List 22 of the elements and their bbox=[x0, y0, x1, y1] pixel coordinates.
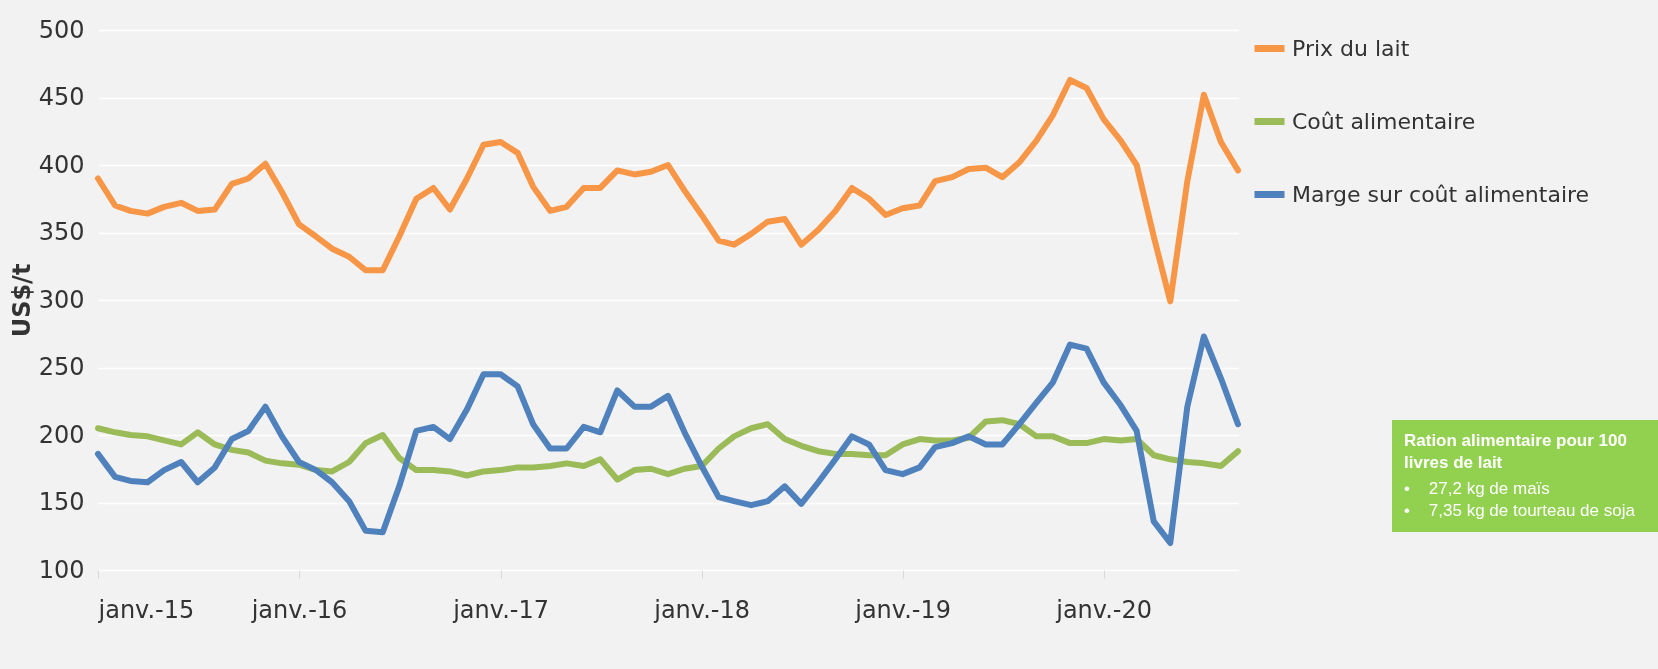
y-tick-label: 100 bbox=[38, 555, 85, 584]
y-tick-label: 400 bbox=[38, 150, 85, 179]
y-tick-label: 300 bbox=[38, 285, 85, 314]
x-tick-label: janv.-19 bbox=[854, 595, 951, 624]
x-tick-label: janv.-16 bbox=[250, 595, 348, 624]
x-tick-label: janv.-18 bbox=[653, 595, 750, 624]
y-tick-label: 500 bbox=[38, 15, 85, 44]
x-tick-label: janv.-20 bbox=[1055, 595, 1153, 624]
text: • 7,35 kg de tourteau de soja bbox=[1404, 500, 1636, 523]
legend-label: Coût alimentaire bbox=[1292, 108, 1476, 134]
legend-label: Marge sur coût alimentaire bbox=[1292, 181, 1590, 207]
y-tick-label: 250 bbox=[38, 353, 85, 381]
text: • 27,2 kg de maïs bbox=[1404, 478, 1551, 501]
x-tick-label: janv.-15 bbox=[97, 595, 195, 624]
text: Ration alimentaire pour 100 livres de lait bbox=[1404, 430, 1628, 475]
y-axis-title: US$/t bbox=[7, 263, 36, 338]
y-tick-label: 200 bbox=[38, 420, 85, 449]
legend-label: Prix du lait bbox=[1292, 35, 1410, 61]
x-tick-label: janv.-17 bbox=[452, 595, 549, 624]
y-tick-label: 450 bbox=[38, 83, 85, 111]
y-tick-label: 150 bbox=[38, 488, 85, 516]
y-tick-label: 350 bbox=[38, 218, 85, 246]
